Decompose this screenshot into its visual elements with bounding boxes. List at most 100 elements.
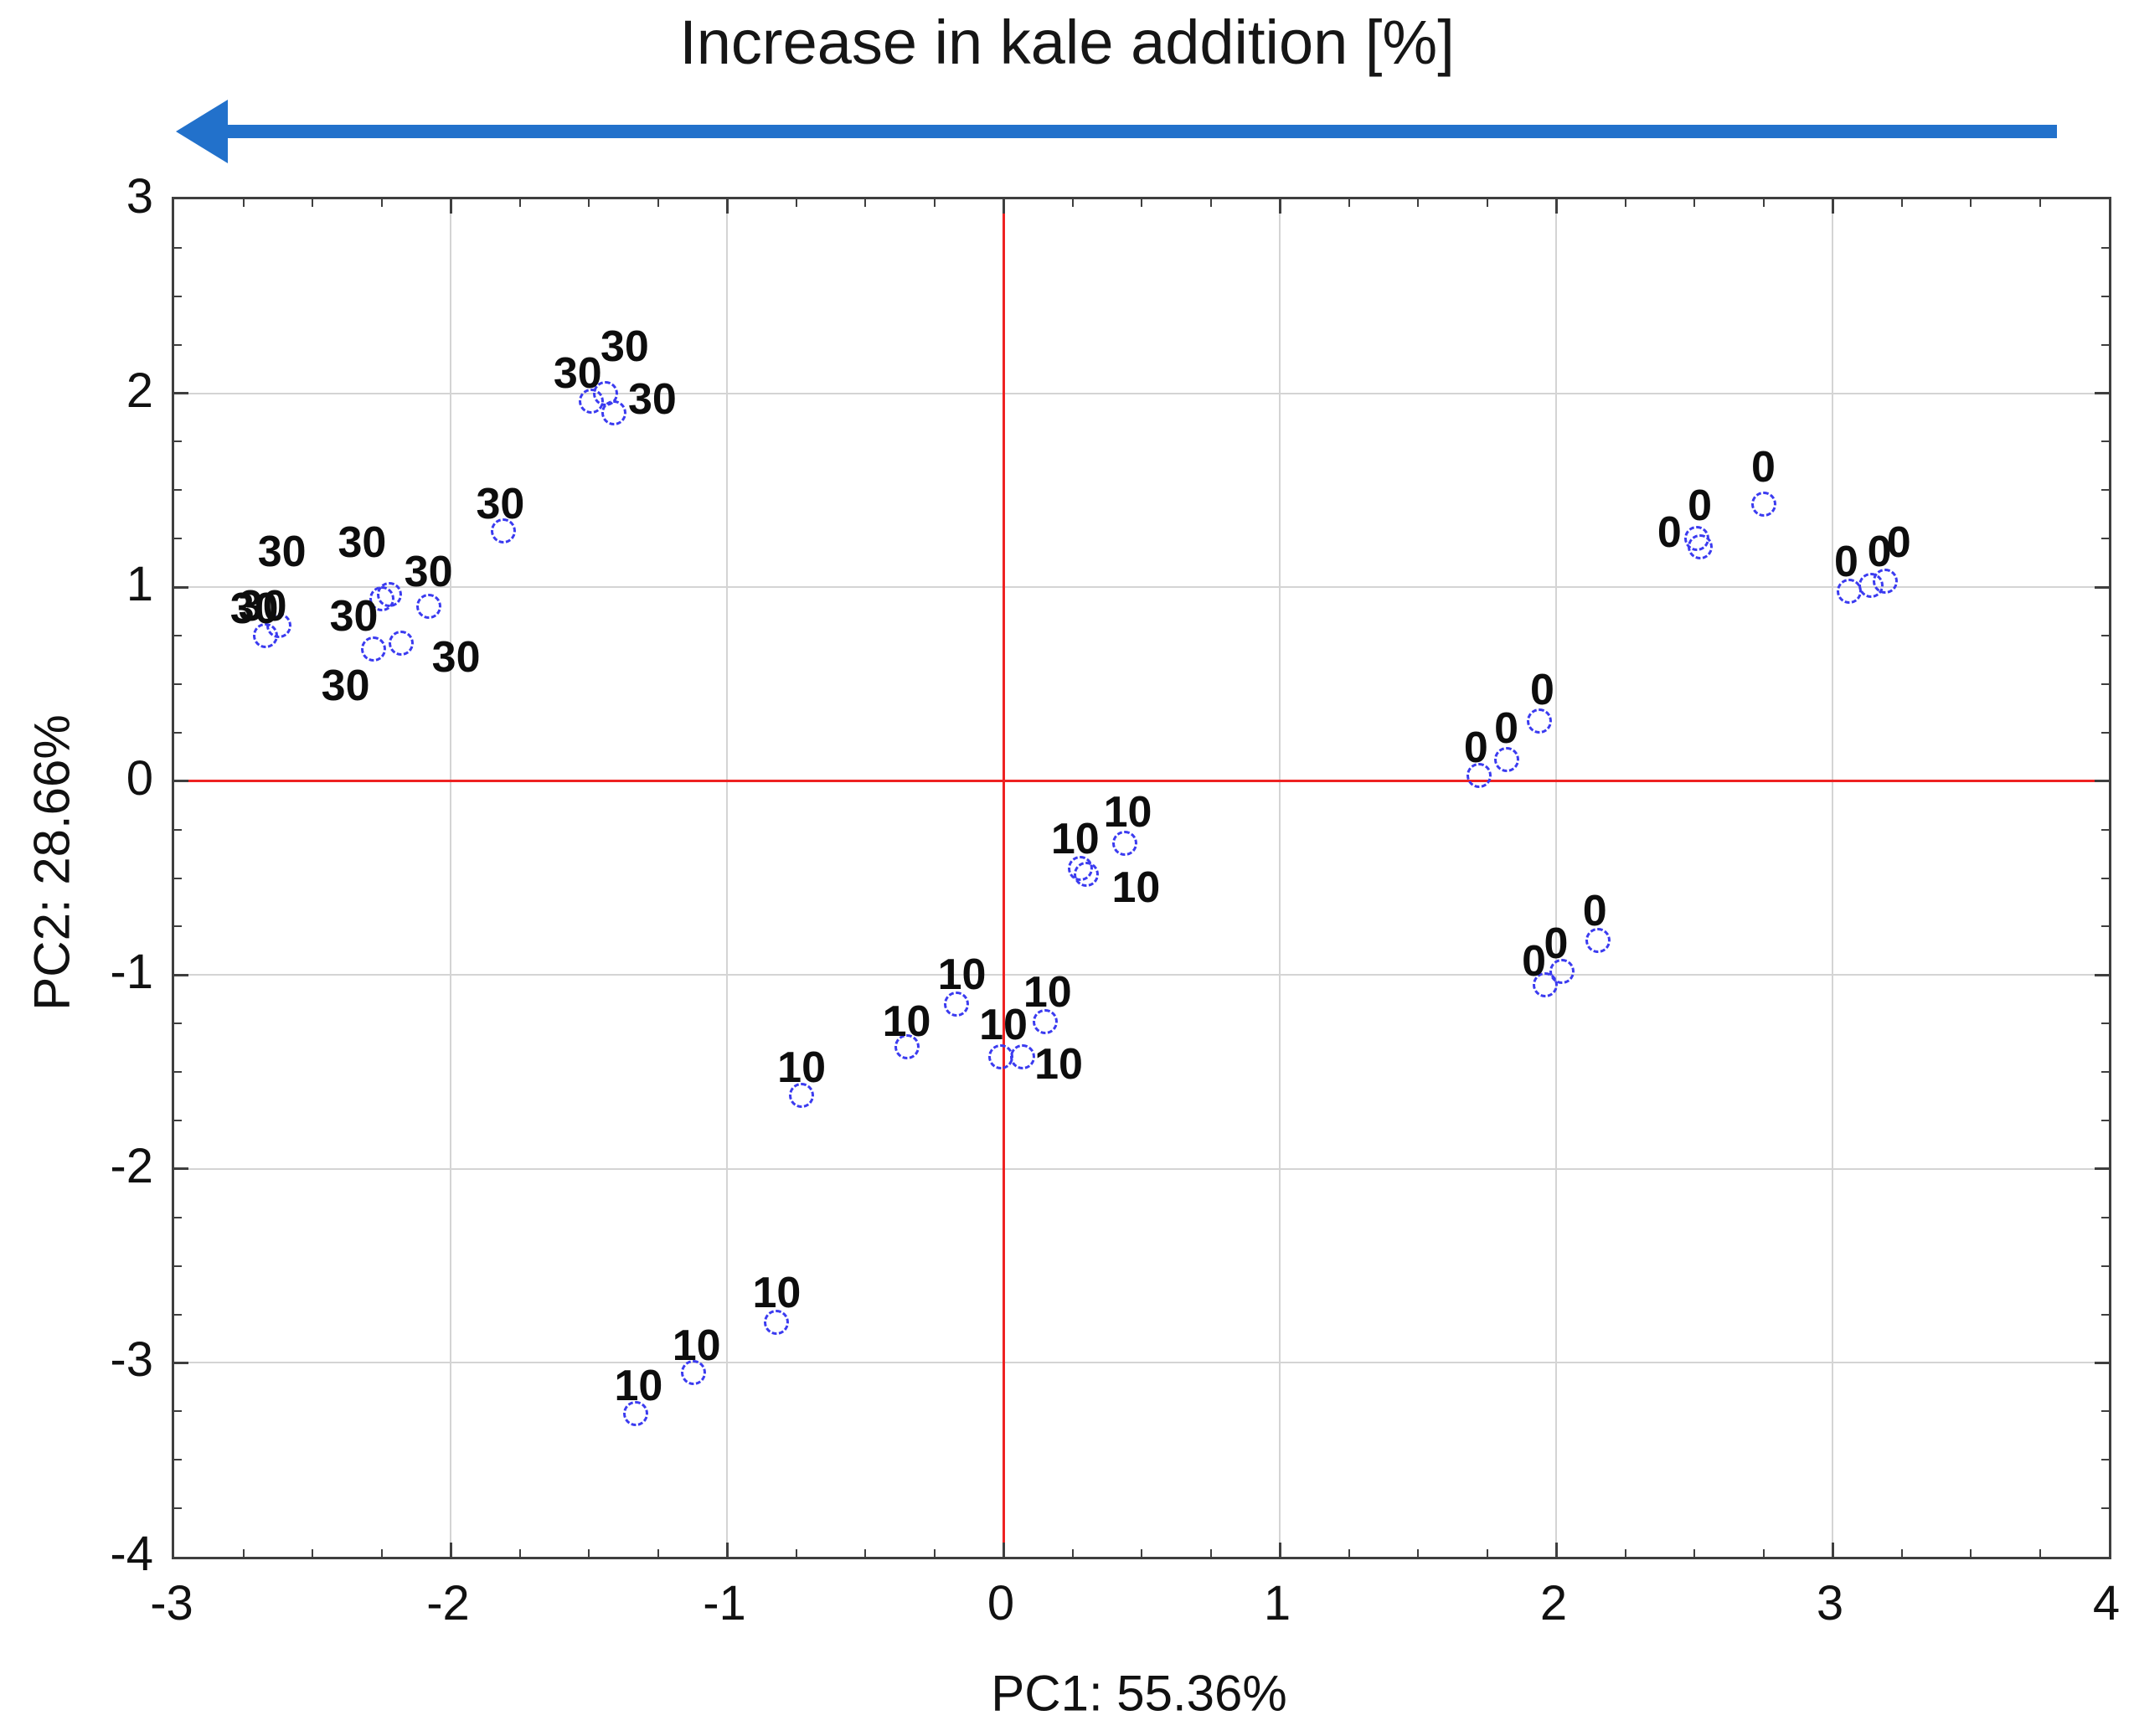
point-label-0: 0 (1522, 937, 1547, 986)
y-axis-tick (2095, 780, 2109, 783)
vertical-gridline (726, 199, 728, 1557)
y-axis-tick (174, 828, 182, 831)
y-axis-tick (2101, 1459, 2109, 1461)
horizontal-gridline (174, 974, 2109, 976)
x-axis-tick (1071, 199, 1074, 207)
y-tick-label: -1 (110, 945, 153, 1000)
point-label-0: 0 (1688, 481, 1713, 530)
x-axis-tick (312, 1549, 313, 1557)
data-point-30 (360, 636, 386, 662)
point-label-30: 30 (600, 322, 649, 371)
x-axis-tick (1762, 199, 1765, 207)
y-axis-tick (174, 1023, 182, 1025)
point-label-10: 10 (752, 1269, 802, 1318)
x-axis-tick (1417, 1549, 1419, 1557)
x-axis-tick (449, 199, 452, 214)
vertical-gridline (1279, 199, 1281, 1557)
x-axis-tick (380, 1549, 383, 1557)
point-label-0: 0 (1494, 704, 1519, 754)
y-axis-tick (2101, 1023, 2109, 1025)
y-axis-tick (174, 1361, 188, 1364)
x-tick-label: 2 (1539, 1576, 1568, 1630)
x-axis-tick (449, 1543, 452, 1557)
y-axis-tick (174, 1459, 182, 1461)
y-axis-tick (174, 1167, 188, 1171)
x-axis-tick (1831, 1543, 1834, 1557)
data-point-0 (1585, 927, 1611, 953)
y-axis-tick (174, 1507, 182, 1510)
x-axis-tick (1762, 1549, 1765, 1557)
horizontal-gridline (174, 1167, 2109, 1170)
data-point-10 (1074, 861, 1099, 887)
x-axis-tick (1900, 199, 1903, 207)
y-tick-label: -2 (110, 1138, 153, 1193)
x-axis-tick (242, 1549, 245, 1557)
x-axis-tick (1002, 1543, 1005, 1557)
arrow-shaft (223, 125, 2057, 138)
y-axis-tick (2101, 877, 2109, 879)
x-axis-tick (933, 199, 936, 207)
data-point-30 (601, 399, 626, 425)
x-axis-tick (1554, 199, 1558, 214)
x-axis-tick (1693, 1549, 1695, 1557)
point-label-0: 0 (1530, 665, 1554, 714)
y-axis-tick (2101, 440, 2109, 443)
x-axis-tick (1278, 199, 1281, 214)
point-label-0: 0 (1886, 518, 1911, 567)
horizontal-gridline (174, 586, 2109, 589)
x-axis-tick (518, 199, 521, 207)
x-tick-label: -1 (703, 1576, 746, 1630)
point-label-30: 30 (338, 518, 387, 567)
point-label-0: 0 (1834, 538, 1858, 587)
y-axis-tick (174, 440, 182, 443)
y-axis-title: PC2: 28.66% (23, 714, 80, 1011)
horizontal-gridline (174, 1362, 2109, 1364)
vertical-gridline (1832, 199, 1833, 1557)
data-point-0 (1687, 533, 1713, 559)
y-axis-tick (2101, 635, 2109, 637)
y-axis-tick (174, 925, 182, 928)
data-point-30 (266, 613, 292, 639)
x-tick-label: 4 (2092, 1576, 2121, 1630)
x-axis-tick (1624, 1549, 1626, 1557)
y-axis-tick (174, 635, 182, 637)
x-axis-tick (1486, 199, 1488, 207)
y-tick-label: 2 (126, 363, 153, 418)
y-axis-tick (2101, 828, 2109, 831)
point-label-30: 30 (404, 547, 453, 596)
x-axis-tick (1141, 1549, 1142, 1557)
x-axis-tick (1348, 199, 1350, 207)
x-axis-tick (2039, 199, 2041, 207)
point-label-10: 10 (882, 997, 931, 1046)
x-tick-label: 0 (987, 1576, 1015, 1630)
data-point-10 (1032, 1008, 1058, 1034)
y-axis-tick (2101, 295, 2109, 297)
point-label-10: 10 (979, 1001, 1028, 1050)
x-axis-tick (1417, 199, 1419, 207)
y-tick-label: 1 (126, 557, 153, 612)
arrow-left-head-icon (176, 100, 228, 163)
y-axis-tick (2095, 973, 2109, 976)
point-label-10: 10 (614, 1362, 663, 1411)
point-label-0: 0 (1657, 508, 1682, 558)
y-tick-label: -3 (110, 1332, 153, 1388)
point-label-0: 0 (1751, 442, 1776, 492)
x-axis-tick (864, 199, 866, 207)
point-label-10: 10 (1050, 815, 1100, 864)
x-tick-label: -3 (150, 1576, 193, 1630)
x-axis-tick (518, 1549, 521, 1557)
x-axis-tick (1209, 199, 1212, 207)
data-point-10 (1010, 1043, 1036, 1069)
y-axis-tick (2101, 1119, 2109, 1121)
y-axis-tick (174, 538, 182, 540)
y-axis-tick (174, 1265, 182, 1267)
x-axis-title: PC1: 55.36% (991, 1665, 1287, 1722)
kale-direction-arrow (0, 0, 2134, 184)
x-axis-tick (933, 1549, 936, 1557)
point-label-30: 30 (238, 582, 287, 631)
x-axis-tick (2039, 1549, 2041, 1557)
x-tick-label: 3 (1816, 1576, 1844, 1630)
point-label-30: 30 (257, 528, 307, 577)
y-axis-tick (174, 1410, 182, 1413)
point-label-0: 0 (1544, 920, 1569, 969)
